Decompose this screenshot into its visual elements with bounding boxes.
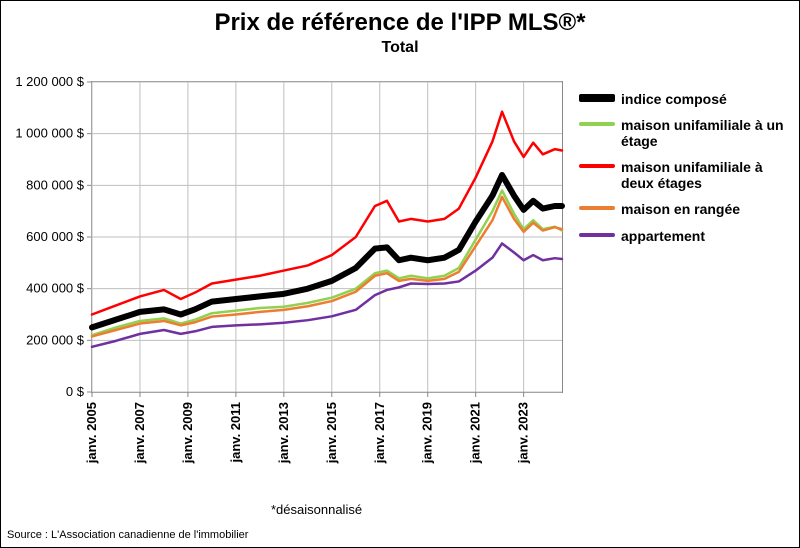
- legend-item: appartement: [579, 228, 789, 244]
- svg-text:600 000 $: 600 000 $: [26, 229, 85, 244]
- svg-text:200 000 $: 200 000 $: [26, 332, 85, 347]
- legend-label: maison unifamiliale à deux étages: [621, 159, 789, 191]
- svg-text:janv. 2011: janv. 2011: [228, 402, 243, 463]
- svg-text:800 000 $: 800 000 $: [26, 177, 85, 192]
- legend-label: maison unifamiliale à un étage: [621, 117, 789, 149]
- legend-label: maison en rangée: [621, 201, 740, 217]
- svg-text:400 000 $: 400 000 $: [26, 281, 85, 296]
- footnote: *désaisonnalisé: [271, 502, 362, 517]
- svg-text:1 200 000 $: 1 200 000 $: [15, 74, 84, 89]
- svg-text:janv. 2005: janv. 2005: [84, 402, 99, 464]
- legend-item: maison en rangée: [579, 201, 789, 217]
- svg-text:janv. 2019: janv. 2019: [420, 402, 435, 464]
- svg-text:1 000 000 $: 1 000 000 $: [15, 126, 84, 141]
- svg-text:janv. 2013: janv. 2013: [276, 402, 291, 464]
- chart-subtitle: Total: [1, 39, 799, 57]
- plot-area: 0 $200 000 $400 000 $600 000 $800 000 $1…: [91, 81, 563, 393]
- chart-title: Prix de référence de l'IPP MLS®*: [1, 9, 799, 37]
- legend-item: maison unifamiliale à deux étages: [579, 159, 789, 191]
- legend-item: maison unifamiliale à un étage: [579, 117, 789, 149]
- svg-text:janv. 2021: janv. 2021: [468, 402, 483, 464]
- chart-container: Prix de référence de l'IPP MLS®* Total 0…: [0, 0, 800, 548]
- svg-text:janv. 2017: janv. 2017: [372, 402, 387, 464]
- source: Source : L'Association canadienne de l'i…: [7, 529, 248, 541]
- svg-text:janv. 2015: janv. 2015: [324, 402, 339, 464]
- svg-text:janv. 2007: janv. 2007: [132, 402, 147, 464]
- legend-label: appartement: [621, 228, 705, 244]
- svg-text:janv. 2009: janv. 2009: [180, 402, 195, 464]
- legend-item: indice composé: [579, 91, 789, 107]
- svg-text:0 $: 0 $: [66, 384, 85, 399]
- svg-text:janv. 2023: janv. 2023: [516, 402, 531, 464]
- legend: indice composé maison unifamiliale à un é…: [579, 91, 789, 254]
- legend-label: indice composé: [621, 91, 727, 107]
